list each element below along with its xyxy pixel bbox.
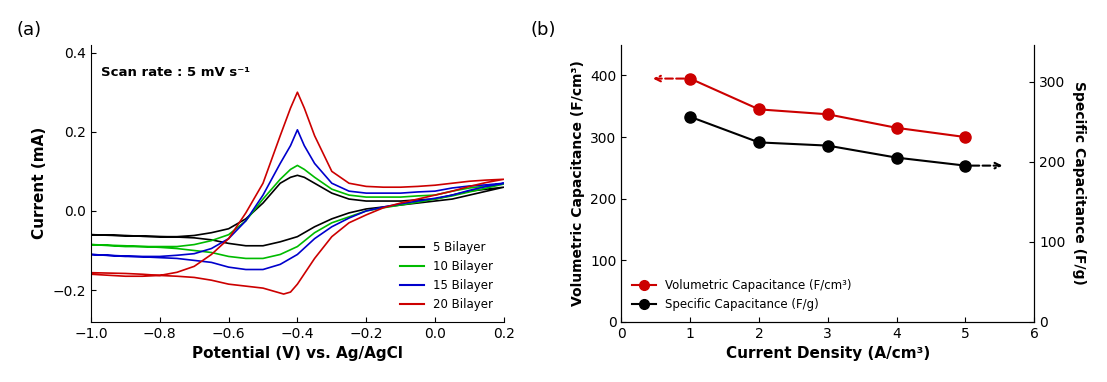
Text: Scan rate : 5 mV s⁻¹: Scan rate : 5 mV s⁻¹ [102, 66, 250, 79]
Y-axis label: Specific Capacitance (F/g): Specific Capacitance (F/g) [1073, 81, 1086, 285]
Y-axis label: Current (mA): Current (mA) [32, 127, 48, 240]
Y-axis label: Volumetric Capacitance (F/cm³): Volumetric Capacitance (F/cm³) [570, 60, 584, 306]
Legend: Volumetric Capacitance (F/cm³), Specific Capacitance (F/g): Volumetric Capacitance (F/cm³), Specific… [628, 275, 856, 316]
Text: (b): (b) [530, 21, 556, 39]
X-axis label: Current Density (A/cm³): Current Density (A/cm³) [725, 346, 930, 361]
X-axis label: Potential (V) vs. Ag/AgCl: Potential (V) vs. Ag/AgCl [192, 346, 403, 361]
Text: (a): (a) [17, 21, 42, 39]
Legend: 5 Bilayer, 10 Bilayer, 15 Bilayer, 20 Bilayer: 5 Bilayer, 10 Bilayer, 15 Bilayer, 20 Bi… [395, 237, 498, 316]
